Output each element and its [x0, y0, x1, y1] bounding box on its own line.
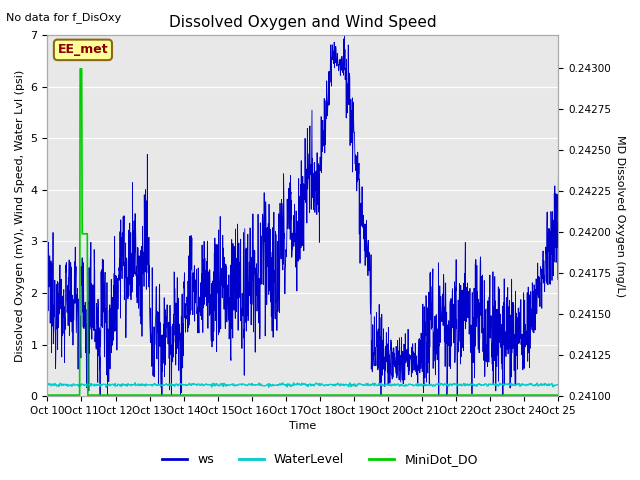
Text: No data for f_DisOxy: No data for f_DisOxy — [6, 12, 122, 23]
Title: Dissolved Oxygen and Wind Speed: Dissolved Oxygen and Wind Speed — [169, 15, 436, 30]
Y-axis label: MD Dissolved Oxygen (mg/L): MD Dissolved Oxygen (mg/L) — [615, 135, 625, 297]
Legend: ws, WaterLevel, MiniDot_DO: ws, WaterLevel, MiniDot_DO — [157, 448, 483, 471]
Text: EE_met: EE_met — [58, 43, 108, 56]
X-axis label: Time: Time — [289, 421, 317, 432]
Y-axis label: Dissolved Oxygen (mV), Wind Speed, Water Lvl (psi): Dissolved Oxygen (mV), Wind Speed, Water… — [15, 70, 25, 362]
